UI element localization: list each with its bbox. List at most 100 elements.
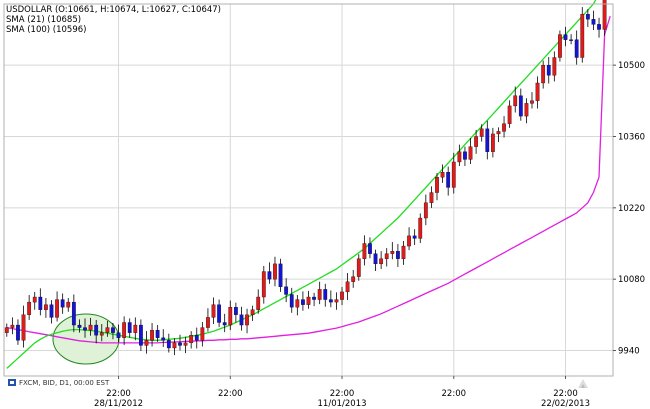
candle-body-down — [602, 0, 607, 30]
candle-body-down — [502, 123, 506, 132]
candle-body-down — [10, 324, 15, 328]
footer-source-label: FXCM, BID, D1, 00:00 EST — [19, 379, 110, 387]
x-tick-label-time: 22:00 — [218, 389, 243, 399]
candle-body-up — [446, 172, 451, 188]
candle-body-down — [524, 103, 529, 117]
candle-body-up — [111, 327, 115, 333]
candle-body-down — [55, 299, 59, 318]
candle-body-down — [334, 299, 339, 303]
candle-body-down — [390, 251, 395, 254]
candle-body-down — [418, 217, 423, 239]
candle-body-down — [99, 332, 104, 336]
candle-body-down — [250, 309, 255, 315]
candle-body-up — [591, 19, 596, 25]
candle-body-up — [222, 322, 227, 326]
candle-body-up — [267, 271, 272, 280]
y-axis: 9940 10080 10220 10360 10500 — [613, 61, 645, 357]
candle-body-down — [407, 235, 411, 247]
candle-body-up — [217, 304, 221, 323]
x-tick-label-time: 22:00 — [106, 389, 131, 399]
candle-body-down — [541, 65, 546, 84]
candle-body-up — [569, 39, 573, 41]
y-tick-label: 10080 — [618, 275, 645, 285]
candle-body-down — [206, 317, 210, 328]
candle-body-down — [21, 314, 26, 341]
candle-body-down — [552, 57, 557, 76]
candle-body-down — [423, 202, 428, 219]
candle-body-up — [373, 253, 378, 265]
candle-body-down — [44, 304, 48, 310]
candle-body-up — [301, 299, 305, 305]
candle-body-up — [77, 324, 82, 328]
candle-body-down — [513, 95, 518, 107]
y-tick-label: 10220 — [618, 204, 645, 214]
x-tick-label-date: 22/02/2013 — [541, 399, 590, 409]
candle-body-down — [440, 172, 445, 178]
candle-body-down — [457, 151, 462, 163]
candle-body-up — [127, 322, 132, 333]
candle-body-up — [161, 337, 166, 341]
candle-body-down — [211, 304, 216, 318]
candle-body-down — [479, 128, 484, 137]
candle-body-up — [155, 329, 160, 338]
sma100-line — [6, 16, 611, 344]
candle-body-down — [451, 161, 456, 188]
candle-body-up — [412, 235, 417, 239]
candle-body-down — [435, 177, 439, 193]
candle-body-up — [38, 296, 43, 310]
candle-body-up — [49, 304, 54, 318]
candle-body-up — [597, 24, 601, 30]
candle-body-up — [396, 251, 400, 259]
x-tick-label-date: 11/01/2013 — [318, 399, 367, 409]
x-tick-label-time: 22:00 — [553, 389, 578, 399]
candle-body-down — [273, 263, 277, 280]
candle-series — [4, 0, 607, 356]
candle-body-down — [295, 299, 300, 308]
candle-body-down — [474, 136, 478, 147]
candle-body-up — [284, 286, 289, 295]
candle-body-down — [150, 329, 154, 341]
candle-body-down — [66, 301, 71, 308]
candle-body-up — [239, 314, 244, 326]
candle-body-down — [189, 335, 194, 344]
chart-logo-icon — [578, 379, 588, 388]
candle-body-down — [88, 324, 93, 331]
candle-body-up — [94, 324, 99, 336]
candle-body-up — [463, 151, 467, 160]
candle-body-up — [60, 299, 65, 308]
x-tick-label-time: 22:00 — [330, 389, 355, 399]
candle-body-down — [144, 340, 149, 346]
candle-body-up — [546, 65, 551, 76]
candle-body-down — [379, 258, 384, 265]
candle-body-up — [71, 301, 76, 326]
candle-body-down — [32, 296, 37, 303]
candle-body-up — [194, 335, 199, 341]
candle-body-down — [340, 291, 344, 300]
candle-body-up — [178, 342, 182, 346]
candle-body-down — [200, 327, 205, 341]
candle-body-down — [345, 281, 350, 293]
candle-body-down — [122, 322, 127, 338]
candle-body-down — [558, 34, 562, 58]
y-tick-label: 10500 — [618, 61, 645, 71]
candle-body-down — [133, 324, 138, 333]
candle-body-down — [535, 82, 540, 101]
candle-body-down — [468, 146, 473, 160]
candle-body-down — [384, 253, 389, 259]
candle-body-up — [289, 294, 294, 308]
candle-body-up — [485, 128, 490, 152]
candle-body-up — [233, 307, 238, 315]
candle-body-down — [245, 314, 249, 326]
candle-body-down — [351, 276, 356, 282]
y-tick-label: 9940 — [618, 347, 640, 357]
candle-body-up — [585, 14, 590, 20]
sma100-legend-label: SMA (100) (10596) — [6, 25, 86, 35]
candle-body-up — [16, 324, 20, 341]
candle-body-up — [328, 299, 333, 303]
candle-body-down — [317, 289, 322, 300]
candle-body-down — [172, 342, 177, 349]
candle-body-down — [228, 307, 233, 326]
candle-body-up — [574, 39, 579, 58]
